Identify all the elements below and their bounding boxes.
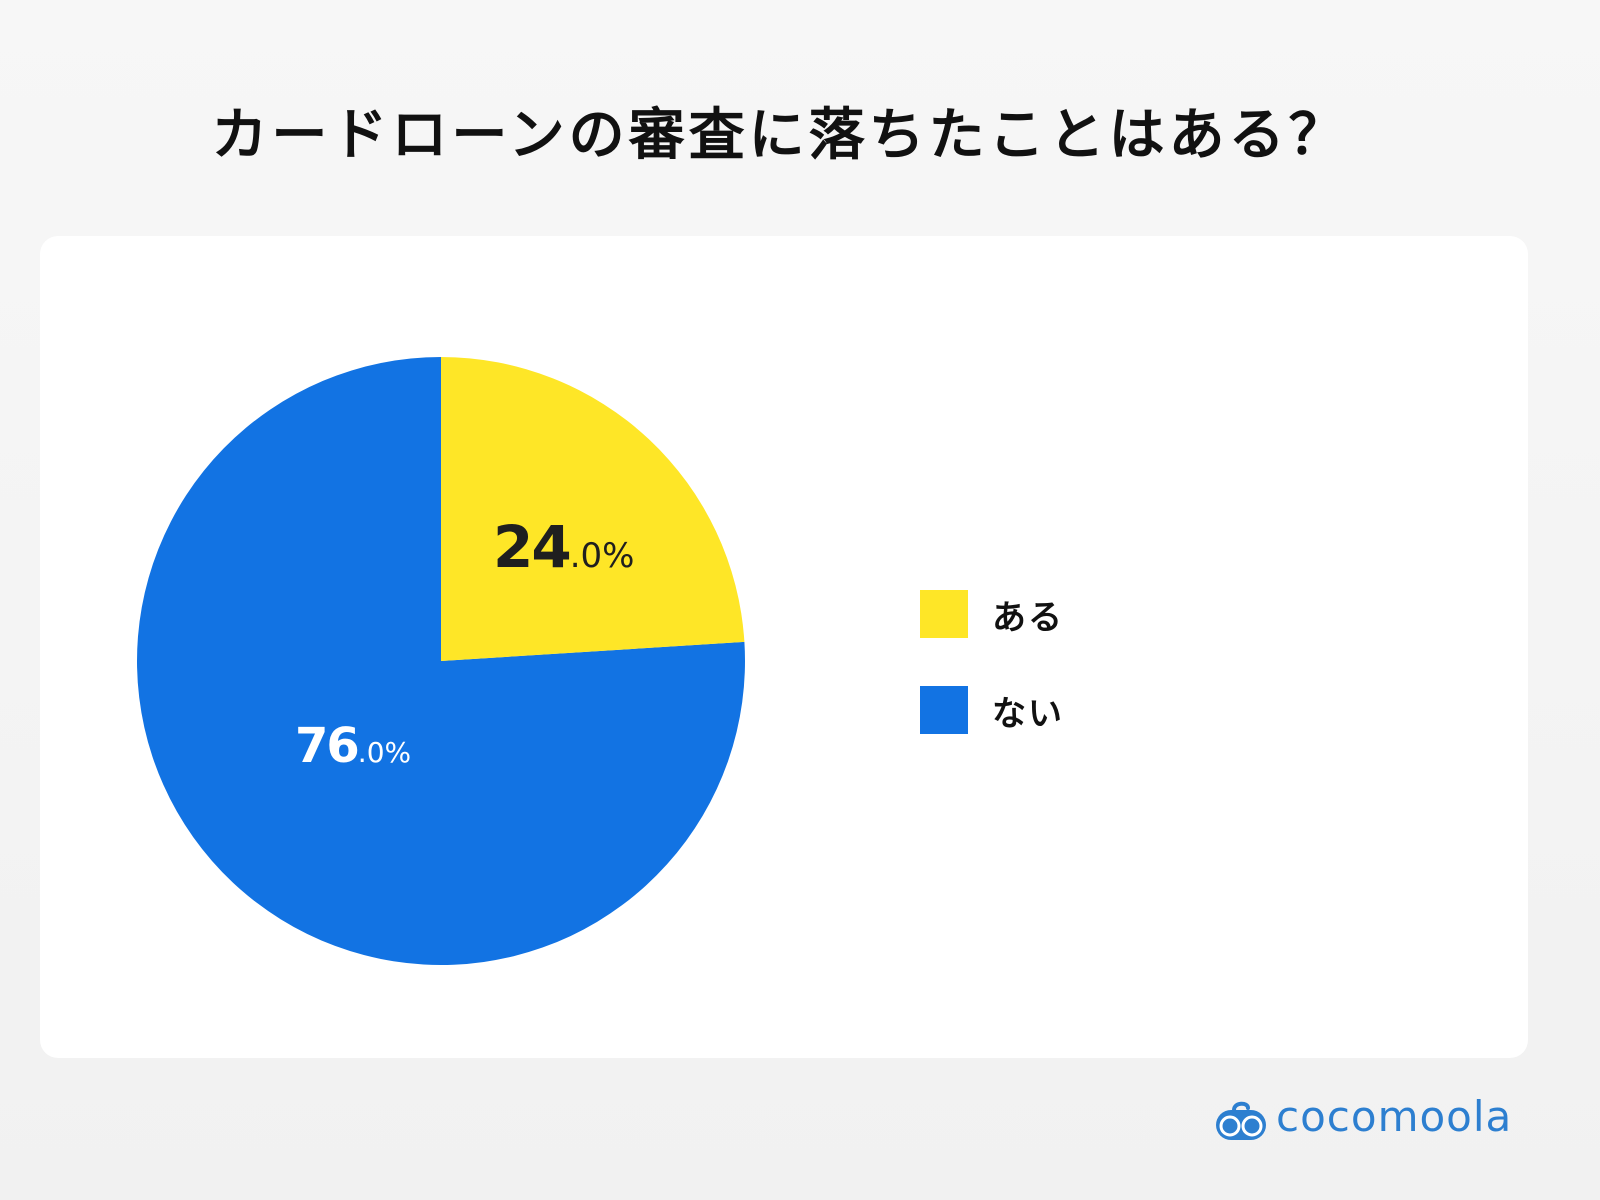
data-label-nai: 76.0% [295,722,411,770]
data-label-aru-suffix: .0% [569,536,635,576]
robot-face-icon [1216,1101,1266,1140]
legend-label-nai: ない [992,693,1064,734]
legend-swatch-blue [920,686,968,734]
chart-card: 24.0% 76.0% ある ない [40,236,1528,1058]
data-label-nai-value: 76 [295,718,360,774]
legend-swatch-yellow [920,590,968,638]
data-label-aru: 24.0% [493,518,634,576]
brand-logo: cocomoola [1214,1094,1512,1144]
data-label-aru-value: 24 [493,513,572,581]
pie-chart [137,357,746,965]
pie-slice-nai[interactable] [137,357,746,965]
pie-slice-aru[interactable] [441,357,745,661]
chart-legend: ある ない [920,590,1064,782]
legend-item-nai[interactable]: ない [920,686,1064,734]
chart-title: カードローンの審査に落ちたことはある？ [211,103,1349,168]
legend-item-aru[interactable]: ある [920,590,1064,638]
data-label-nai-suffix: .0% [357,736,412,769]
brand-name: cocomoola [1276,1092,1513,1141]
legend-label-aru: ある [992,597,1064,638]
